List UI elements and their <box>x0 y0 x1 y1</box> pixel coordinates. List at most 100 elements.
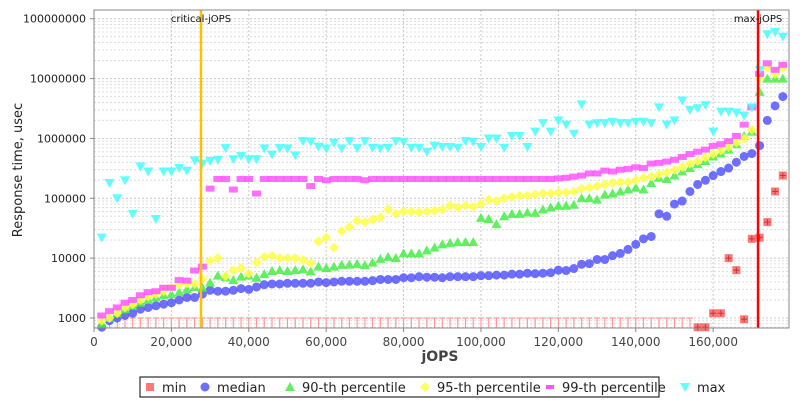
point-95-th-percentile <box>282 253 293 264</box>
point-max <box>297 137 308 147</box>
point-90-th-percentile <box>267 265 278 275</box>
point-99-th-percentile <box>623 165 633 172</box>
point-90-th-percentile <box>251 272 262 282</box>
point-min-clipped <box>400 317 407 328</box>
point-max <box>653 103 664 113</box>
point-95-th-percentile <box>468 201 479 212</box>
point-median <box>592 254 602 264</box>
point-90-th-percentile <box>522 207 533 217</box>
x-tick-label: 120,000 <box>534 335 584 349</box>
point-min-clipped <box>284 317 291 328</box>
point-median <box>259 280 269 290</box>
point-95-th-percentile <box>104 312 115 323</box>
point-95-th-percentile <box>429 205 440 216</box>
point-median <box>182 292 192 302</box>
point-min-clipped <box>369 317 376 328</box>
point-median <box>499 270 509 280</box>
point-max <box>205 156 216 166</box>
point-max <box>437 142 448 152</box>
x-axis-title: jOPS <box>420 349 458 365</box>
point-95-th-percentile <box>290 253 301 264</box>
point-99-th-percentile <box>290 176 300 183</box>
point-90-th-percentile <box>561 200 572 210</box>
legend-item-99-th-percentile: 99-th percentile <box>546 381 666 396</box>
point-min-clipped <box>501 317 508 328</box>
point-min-clipped <box>439 317 446 328</box>
min-marker-cross <box>779 172 786 179</box>
point-95-th-percentile <box>344 222 355 233</box>
point-95-th-percentile <box>700 152 711 163</box>
point-max <box>777 32 788 42</box>
point-max <box>143 167 154 177</box>
point-99-th-percentile <box>360 177 370 184</box>
min-marker-cross <box>710 310 717 317</box>
point-95-th-percentile <box>406 206 417 217</box>
point-min-clipped <box>648 317 655 328</box>
point-median <box>437 273 447 283</box>
point-median <box>569 264 579 274</box>
point-95-th-percentile <box>677 162 688 173</box>
point-95-th-percentile <box>599 179 610 190</box>
point-95-th-percentile <box>189 278 200 289</box>
min-marker-cross <box>741 316 748 323</box>
point-min-clipped <box>663 317 670 328</box>
point-median <box>128 308 138 318</box>
point-95-th-percentile <box>499 193 510 204</box>
point-min-clipped <box>671 317 678 328</box>
point-95-th-percentile <box>452 202 463 213</box>
point-90-th-percentile <box>592 194 603 204</box>
legend-item-min: min <box>146 381 187 396</box>
point-99-th-percentile <box>530 176 540 183</box>
point-max <box>522 142 533 152</box>
point-99-th-percentile <box>584 170 594 177</box>
point-max <box>243 155 254 165</box>
point-min <box>740 315 749 324</box>
point-90-th-percentile <box>421 245 432 255</box>
point-max <box>189 156 200 166</box>
point-max <box>305 137 316 147</box>
point-max <box>700 101 711 111</box>
point-median <box>476 271 486 281</box>
point-99-th-percentile <box>112 304 122 311</box>
point-95-th-percentile <box>530 189 541 200</box>
point-min <box>763 218 772 227</box>
point-95-th-percentile <box>723 141 734 152</box>
marker-label-critical-jOPS: critical-jOPS <box>171 14 231 25</box>
point-median <box>344 276 354 286</box>
point-min <box>732 266 741 275</box>
point-99-th-percentile <box>166 284 176 291</box>
point-min <box>747 234 756 243</box>
point-90-th-percentile <box>491 219 502 229</box>
point-min <box>709 309 718 318</box>
point-99-th-percentile <box>252 190 262 197</box>
point-99-th-percentile <box>368 176 378 183</box>
point-99-th-percentile <box>282 176 292 183</box>
point-99-th-percentile <box>337 176 347 183</box>
point-95-th-percentile <box>414 207 425 218</box>
point-median <box>228 285 238 295</box>
point-max <box>236 151 247 161</box>
point-min-clipped <box>377 317 384 328</box>
point-95-th-percentile <box>731 137 742 148</box>
point-99-th-percentile <box>600 167 610 174</box>
point-min-clipped <box>276 317 283 328</box>
point-99-th-percentile <box>143 289 153 296</box>
point-95-th-percentile <box>313 236 324 247</box>
point-min-clipped <box>625 317 632 328</box>
legend-label: max <box>697 381 726 396</box>
point-median <box>646 231 656 241</box>
point-99-th-percentile <box>375 176 385 183</box>
point-95-th-percentile <box>715 145 726 156</box>
point-99-th-percentile <box>104 308 114 315</box>
legend-label: 99-th percentile <box>562 381 666 396</box>
point-median <box>321 278 331 288</box>
point-max <box>375 144 386 154</box>
point-max <box>414 143 425 153</box>
point-99-th-percentile <box>538 176 548 183</box>
point-max <box>669 116 680 126</box>
point-95-th-percentile <box>630 175 641 186</box>
point-min-clipped <box>330 317 337 328</box>
point-median <box>700 175 710 185</box>
point-max <box>708 127 719 137</box>
